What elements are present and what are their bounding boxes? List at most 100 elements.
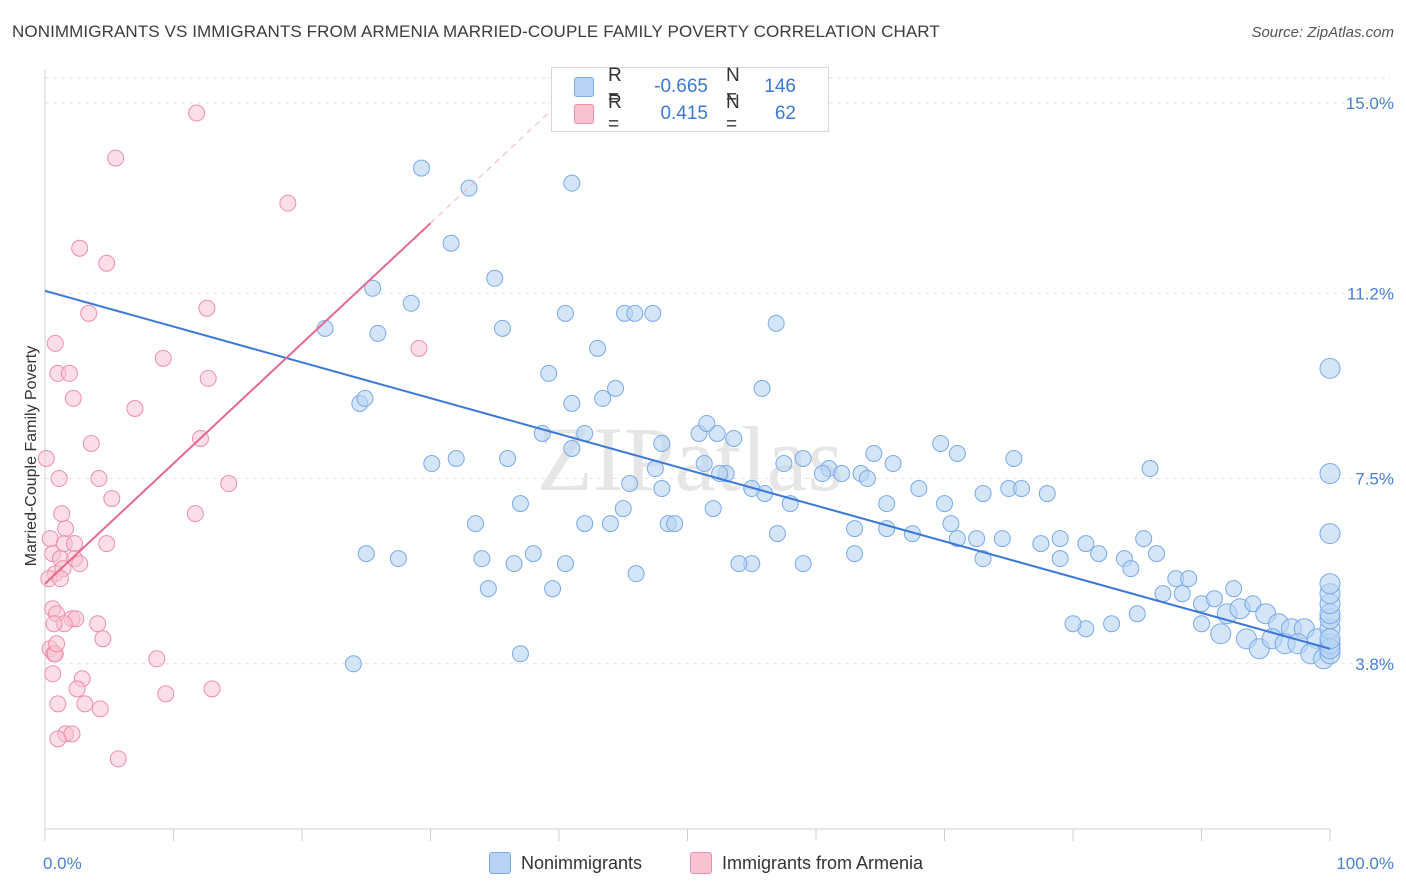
immigrants-point [76,695,94,713]
immigrants-point [203,680,221,698]
nonimmigrants-point [621,475,639,493]
immigrants-point [66,535,84,553]
immigrants-point [41,530,59,548]
nonimmigrants-point [1141,460,1159,478]
n-value: 62 [774,103,796,124]
x-tick-labels: 0.0% 100.0% [43,854,1394,873]
immigrants-point [49,730,67,748]
n-value: 146 [764,76,796,97]
nonimmigrants-point [878,495,896,513]
immigrants-point [57,520,75,538]
nonimmigrants-points [316,159,1341,673]
nonimmigrants-point [903,525,921,543]
nonimmigrants-point [356,389,374,407]
bottom-legend-immigrants: Immigrants from Armenia [690,852,923,874]
immigrants-point [410,339,428,357]
nonimmigrants-point [1122,560,1140,578]
nonimmigrants-point [563,439,581,457]
nonimmigrants-point [344,655,362,673]
nonimmigrants-point [846,520,864,538]
n-label: N = [726,65,740,108]
nonimmigrants-point [708,424,726,442]
nonimmigrants-point [423,455,441,473]
y-tick-labels: 3.8% 7.5% 11.2% 15.0% [1346,94,1394,674]
nonimmigrants-point [768,525,786,543]
immigrants-point [80,304,98,322]
nonimmigrants-point [493,319,511,337]
nonimmigrants-point [556,304,574,322]
nonimmigrants-point [942,515,960,533]
immigrants-point [44,665,62,683]
nonimmigrants-point [1051,530,1069,548]
immigrants-point [220,475,238,493]
nonimmigrants-point [653,434,671,452]
immigrants-point [45,615,63,633]
nonimmigrants-point [556,555,574,573]
nonimmigrants-point [884,455,902,473]
nonimmigrants-point [511,645,529,663]
nonimmigrants-point [460,179,478,197]
immigrants-swatch [690,852,712,874]
nonimmigrants-point [544,580,562,598]
nonimmigrants-point [601,515,619,533]
nonimmigrants-point [389,550,407,568]
nonimmigrants-point [993,530,1011,548]
nonimmigrants-point [357,545,375,563]
legend-label: Nonimmigrants [521,852,643,873]
nonimmigrants-point [627,565,645,583]
immigrants-trend-line [44,222,432,585]
x-tick-label: 100.0% [1336,854,1394,873]
nonimmigrants-point [730,555,748,573]
nonimmigrants-point [466,515,484,533]
nonimmigrants-point [524,545,542,563]
legend-label: Immigrants from Armenia [722,852,924,873]
nonimmigrants-point [479,580,497,598]
immigrants-point [37,450,55,468]
nonimmigrants-point [794,555,812,573]
nonimmigrants-swatch [574,77,594,97]
nonimmigrants-point [364,279,382,297]
nonimmigrants-point [948,445,966,462]
nonimmigrants-point [948,530,966,548]
nonimmigrants-point [1032,535,1050,553]
nonimmigrants-point [447,450,465,468]
nonimmigrants-point [1064,615,1082,633]
nonimmigrants-point [402,294,420,312]
watermark: ZIPatlas [537,408,844,510]
nonimmigrants-point [576,515,594,533]
nonimmigrants-point [1225,580,1243,598]
nonimmigrants-point [1038,485,1056,503]
nonimmigrants-point [563,174,581,192]
nonimmigrants-point [614,500,632,518]
nonimmigrants-point [858,470,876,488]
immigrants-point [60,364,78,382]
nonimmigrants-point [1205,590,1223,608]
nonimmigrants-point [767,314,785,332]
nonimmigrants-point [725,429,743,447]
nonimmigrants-point [846,545,864,563]
immigrants-point [107,149,125,167]
nonimmigrants-point [1173,585,1191,603]
nonimmigrants-point [813,465,831,483]
immigrants-point [98,535,116,553]
immigrants-point [89,615,107,633]
immigrants-point [64,389,82,407]
immigrants-point [188,104,206,122]
legend-row-immigrants: R = 0.415 N = 62 [574,92,796,135]
immigrants-point [94,630,112,648]
nonimmigrants-point [607,379,625,397]
r-value: 0.415 [660,103,708,124]
immigrants-points [37,104,428,768]
axes [44,70,1331,841]
immigrants-point [157,685,175,703]
immigrants-point [51,570,69,588]
immigrants-point [90,470,108,488]
immigrants-point [82,434,100,452]
nonimmigrants-point [1013,480,1031,498]
immigrants-point [148,650,166,668]
immigrants-trend-extension [430,102,560,224]
nonimmigrants-point [499,450,517,468]
immigrants-point [71,555,89,573]
nonimmigrants-point [1244,595,1262,613]
